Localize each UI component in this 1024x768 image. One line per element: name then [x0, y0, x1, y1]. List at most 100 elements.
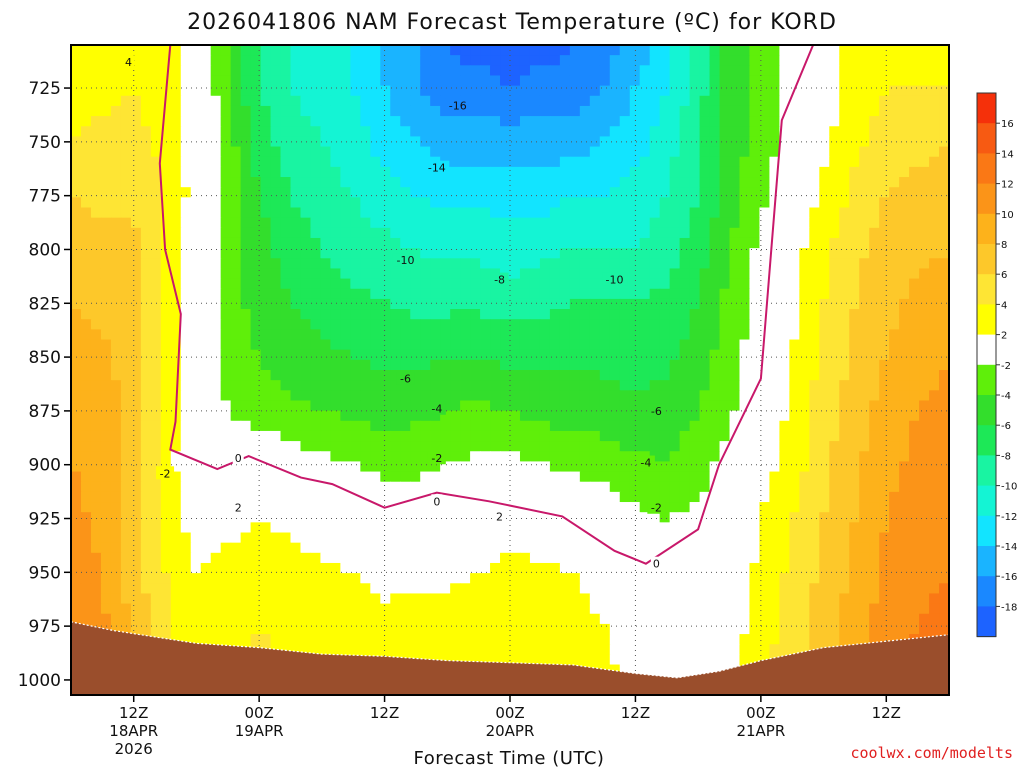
- field-cell: [819, 491, 830, 503]
- field-cell: [330, 116, 341, 127]
- field-cell: [400, 207, 411, 219]
- field-cell: [270, 593, 282, 605]
- field-cell: [330, 430, 341, 442]
- field-cell: [150, 227, 162, 239]
- field-cell: [270, 573, 282, 584]
- field-cell: [569, 166, 581, 178]
- field-cell: [869, 126, 880, 138]
- field-cell: [180, 45, 192, 56]
- field-cell: [230, 359, 242, 371]
- field-cell: [589, 502, 601, 513]
- field-cell: [709, 502, 721, 513]
- field-cell: [559, 136, 571, 148]
- field-cell: [390, 430, 401, 442]
- field-cell: [659, 166, 671, 178]
- field-cell: [80, 410, 92, 422]
- field-cell: [180, 583, 192, 595]
- field-cell: [599, 65, 611, 77]
- field-cell: [410, 166, 421, 178]
- field-cell: [899, 451, 910, 463]
- field-cell: [829, 207, 840, 219]
- field-cell: [639, 95, 651, 107]
- field-cell: [420, 309, 431, 320]
- field-cell: [739, 237, 751, 249]
- field-cell: [210, 237, 222, 249]
- field-cell: [490, 156, 501, 168]
- field-cell: [799, 65, 810, 77]
- field-cell: [480, 512, 491, 523]
- field-cell: [549, 227, 561, 239]
- field-cell: [599, 481, 611, 493]
- field-cell: [480, 542, 491, 554]
- field-cell: [71, 95, 82, 107]
- field-cell: [200, 522, 212, 534]
- field-cell: [420, 146, 431, 158]
- field-cell: [549, 613, 561, 625]
- field-cell: [470, 359, 481, 371]
- field-cell: [460, 187, 471, 198]
- field-cell: [609, 45, 621, 56]
- field-cell: [330, 156, 341, 168]
- field-cell: [839, 197, 850, 209]
- field-cell: [140, 309, 152, 320]
- field-cell: [100, 156, 112, 168]
- field-cell: [210, 319, 222, 330]
- field-cell: [549, 380, 561, 391]
- field-cell: [579, 268, 591, 280]
- field-cell: [200, 441, 212, 452]
- field-cell: [110, 146, 122, 158]
- field-cell: [909, 471, 920, 483]
- field-cell: [579, 329, 591, 341]
- field-cell: [460, 359, 471, 371]
- field-cell: [719, 248, 731, 259]
- field-cell: [90, 217, 102, 229]
- field-cell: [899, 329, 910, 341]
- field-cell: [789, 288, 800, 300]
- field-cell: [569, 410, 581, 422]
- field-cell: [260, 207, 272, 219]
- field-cell: [689, 55, 701, 66]
- field-cell: [539, 542, 551, 554]
- field-cell: [629, 85, 641, 97]
- field-cell: [579, 502, 591, 513]
- field-cell: [839, 156, 850, 168]
- field-cell: [350, 380, 361, 391]
- field-cell: [929, 522, 940, 534]
- field-cell: [220, 420, 232, 432]
- field-cell: [549, 562, 561, 574]
- field-cell: [659, 278, 671, 290]
- field-cell: [619, 227, 631, 239]
- field-cell: [71, 441, 82, 452]
- field-cell: [300, 400, 312, 412]
- field-cell: [150, 319, 162, 330]
- field-cell: [739, 613, 751, 625]
- field-cell: [130, 441, 142, 452]
- field-cell: [889, 522, 900, 534]
- field-cell: [799, 298, 810, 310]
- field-cell: [869, 430, 880, 442]
- field-cell: [350, 603, 361, 615]
- field-cell: [739, 288, 751, 300]
- field-cell: [699, 85, 711, 97]
- field-cell: [240, 298, 252, 310]
- field-cell: [71, 237, 82, 249]
- field-cell: [180, 491, 192, 503]
- field-cell: [200, 288, 212, 300]
- field-cell: [220, 390, 232, 402]
- field-cell: [320, 55, 332, 66]
- field-cell: [719, 156, 731, 168]
- field-cell: [539, 583, 551, 595]
- field-cell: [340, 207, 351, 219]
- field-cell: [310, 258, 322, 270]
- field-cell: [579, 532, 591, 544]
- field-cell: [170, 593, 182, 605]
- field-cell: [90, 339, 102, 351]
- field-cell: [180, 207, 192, 219]
- field-cell: [260, 532, 272, 544]
- field-cell: [559, 298, 571, 310]
- field-cell: [450, 491, 461, 503]
- field-cell: [360, 75, 371, 87]
- field-cell: [559, 400, 571, 412]
- field-cell: [649, 288, 661, 300]
- field-cell: [360, 146, 371, 158]
